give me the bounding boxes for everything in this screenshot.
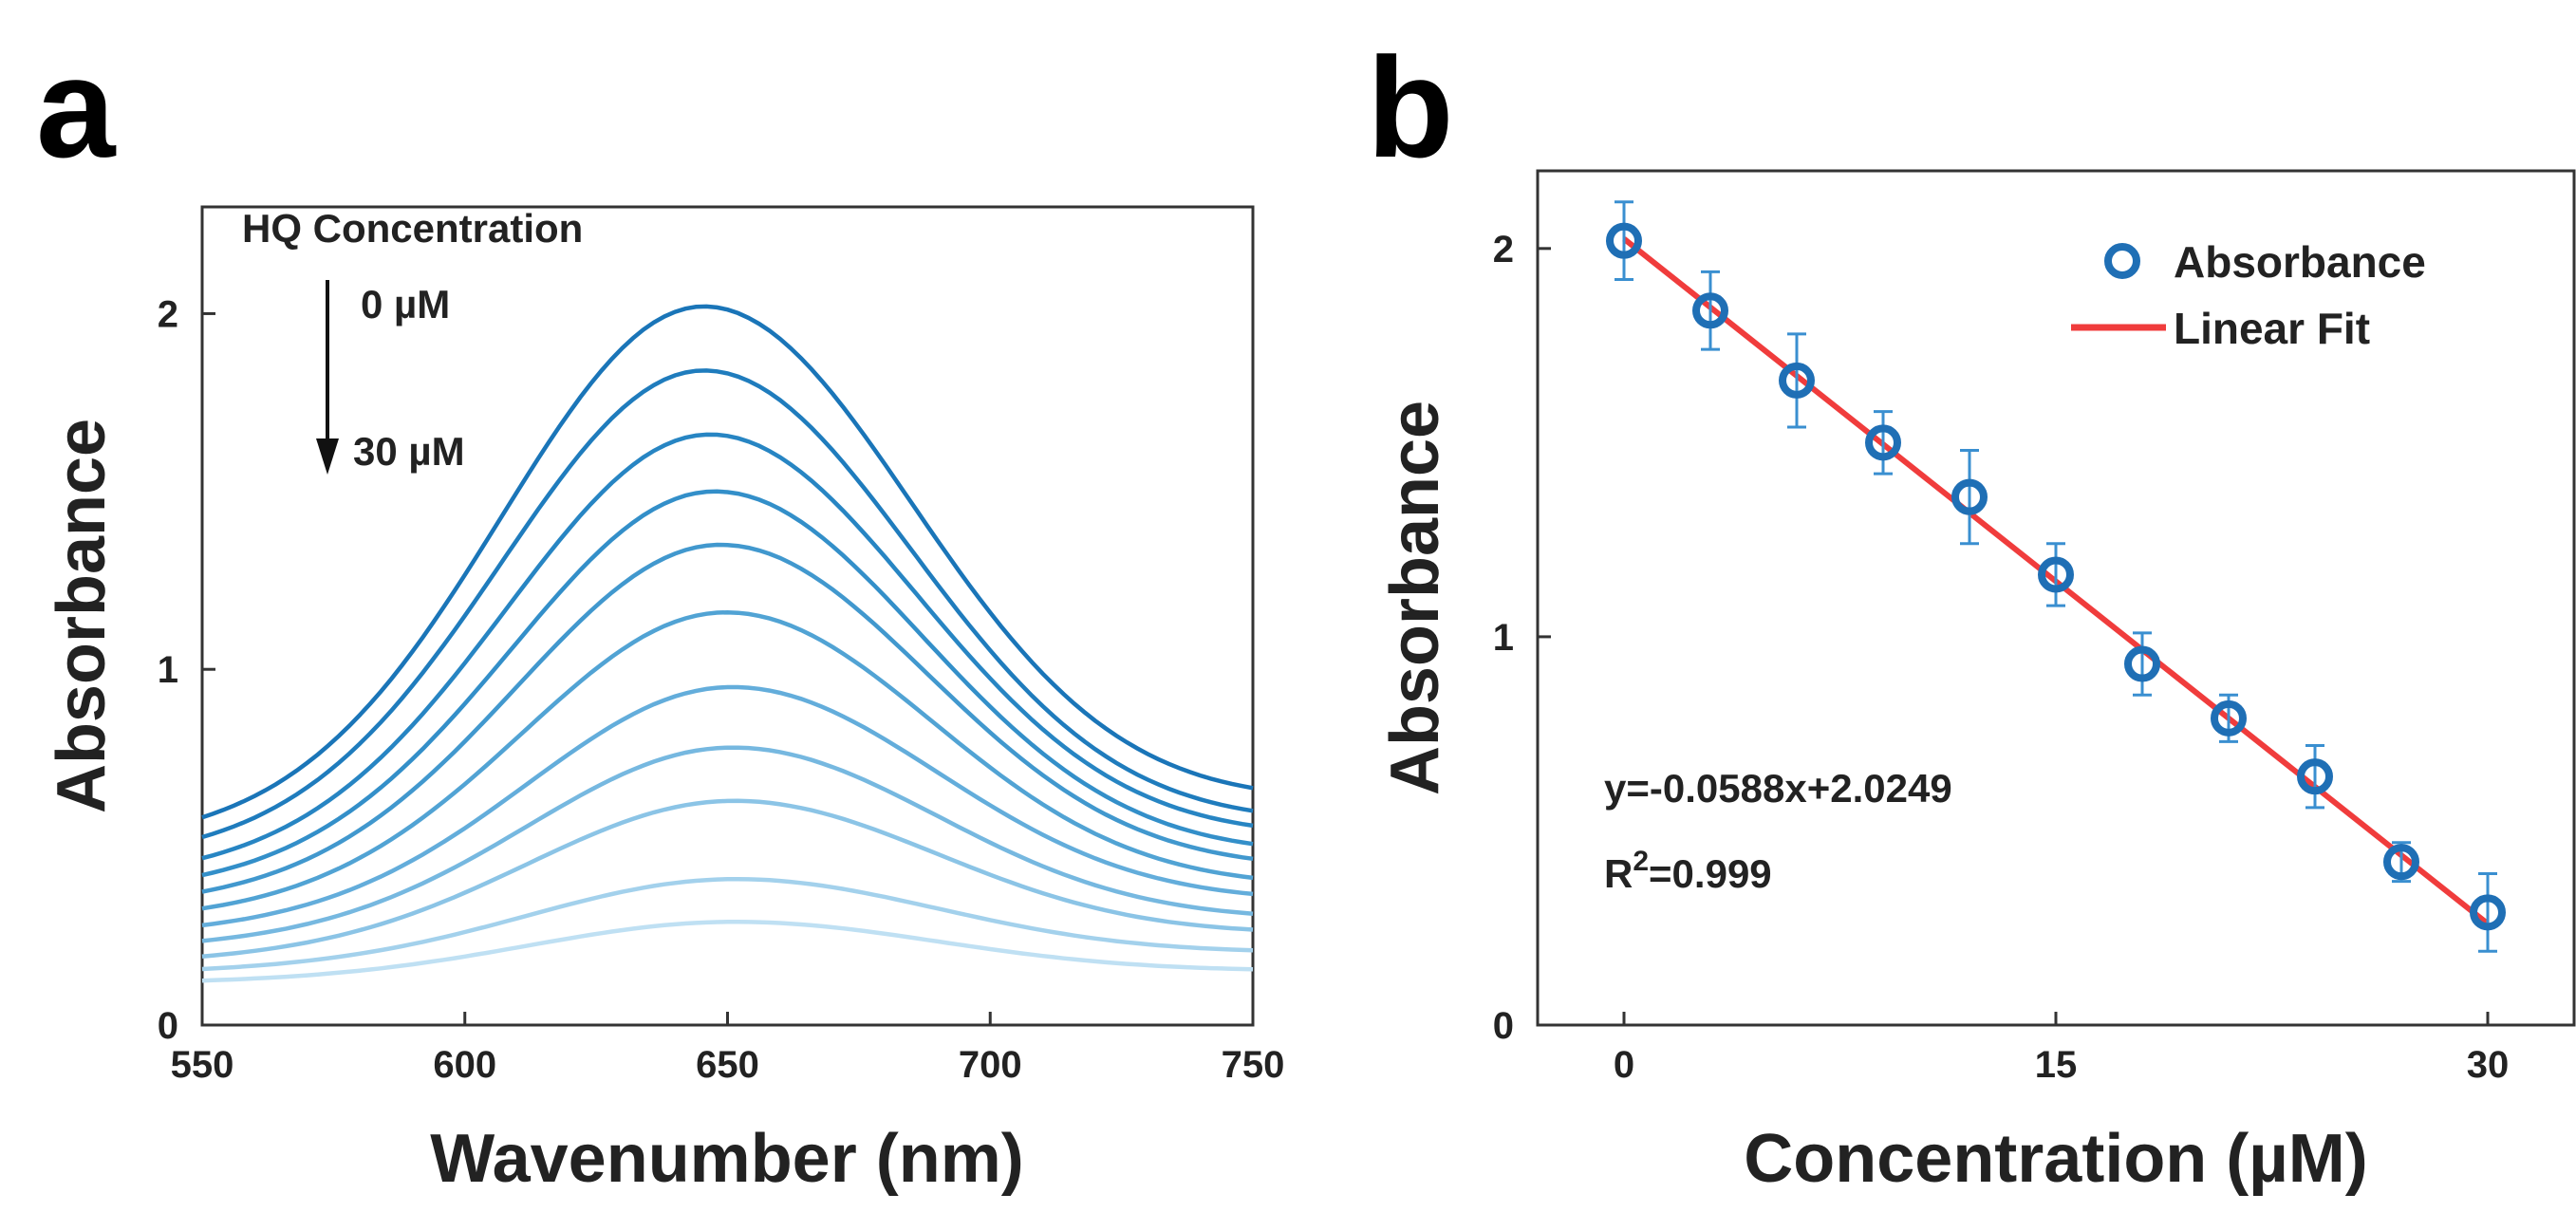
- r2-value: =0.999: [1649, 851, 1772, 896]
- data-point: [2211, 699, 2247, 737]
- data-point: [1606, 222, 1642, 259]
- legend-label-absorbance: Absorbance: [2174, 237, 2426, 287]
- chart-a-ytick-label: 1: [158, 649, 178, 691]
- spectrum-line: [201, 609, 1254, 911]
- spectrum-line: [201, 489, 1254, 878]
- chart-b-xtick-label: 0: [1614, 1044, 1634, 1086]
- data-point: [1692, 292, 1728, 329]
- spectrum-line: [201, 920, 1254, 983]
- data-point: [2038, 556, 2074, 593]
- chart-a-curves: [201, 304, 1254, 983]
- chart-b-points: [1606, 200, 2506, 953]
- fit-equation: y=-0.0588x+2.0249: [1604, 766, 1952, 811]
- spectrum-line: [201, 798, 1254, 959]
- chart-a-xtick-label: 700: [959, 1044, 1022, 1086]
- spectrum-line: [201, 304, 1254, 820]
- fit-r-squared: R2=0.999: [1604, 846, 1772, 896]
- chart-b-xtick-label: 15: [2035, 1044, 2078, 1086]
- data-point: [2470, 894, 2506, 931]
- spectrum-line: [201, 684, 1254, 928]
- chart-a-xtick-label: 650: [696, 1044, 759, 1086]
- chart-a-arrow-head: [316, 438, 339, 475]
- chart-a-xtick-label: 550: [171, 1044, 234, 1086]
- chart-b: 0 15 30 0 1 2 Absorbance Linear Fit y=-0.0588…: [1377, 169, 2576, 1197]
- spectrum-line: [201, 542, 1254, 894]
- data-point: [2297, 758, 2333, 795]
- data-point: [2383, 844, 2419, 881]
- chart-a-ylabel: Absorbance: [44, 419, 120, 813]
- chart-b-ticks: 0 15 30 0 1 2: [1493, 229, 2510, 1086]
- chart-a-ytick-label: 2: [158, 293, 178, 335]
- chart-a-xtick-label: 750: [1222, 1044, 1285, 1086]
- chart-b-ylabel: Absorbance: [1377, 401, 1453, 795]
- panel-label-a: a: [36, 28, 117, 187]
- chart-b-xtick-label: 30: [2467, 1044, 2510, 1086]
- chart-a-frame: [200, 205, 1255, 1027]
- chart-b-ytick-label: 2: [1493, 229, 1514, 270]
- chart-a-annotation-title: HQ Concentration: [242, 206, 583, 251]
- chart-b-xlabel: Concentration (µM): [1744, 1121, 2367, 1197]
- legend-label-linear-fit: Linear Fit: [2174, 304, 2370, 353]
- chart-a: 550 600 650 700 750 0 1 2 HQ Concentration 0 µM…: [44, 205, 1285, 1197]
- spectrum-line: [201, 368, 1254, 840]
- data-point: [1779, 362, 1815, 399]
- chart-a-ytick-label: 0: [158, 1005, 178, 1047]
- chart-a-ticks: 550 600 650 700 750 0 1 2: [158, 293, 1285, 1086]
- chart-b-ytick-label: 1: [1493, 617, 1514, 659]
- legend-marker-absorbance: [2104, 243, 2140, 279]
- r2-superscript: 2: [1633, 846, 1649, 877]
- spectrum-line: [201, 877, 1254, 972]
- chart-a-xtick-label: 600: [433, 1044, 496, 1086]
- spectrum-line: [201, 432, 1254, 861]
- chart-b-ytick-label: 0: [1493, 1005, 1514, 1047]
- chart-a-xlabel: Wavenumber (nm): [430, 1121, 1023, 1197]
- data-point: [1951, 478, 1988, 515]
- data-point: [1865, 424, 1901, 461]
- chart-a-annotation-end: 30 µM: [353, 429, 465, 474]
- r2-prefix: R: [1604, 851, 1633, 896]
- spectrum-line: [201, 745, 1254, 943]
- chart-a-annotation-start: 0 µM: [361, 282, 450, 326]
- data-point: [2124, 645, 2160, 682]
- panel-label-b: b: [1367, 28, 1454, 187]
